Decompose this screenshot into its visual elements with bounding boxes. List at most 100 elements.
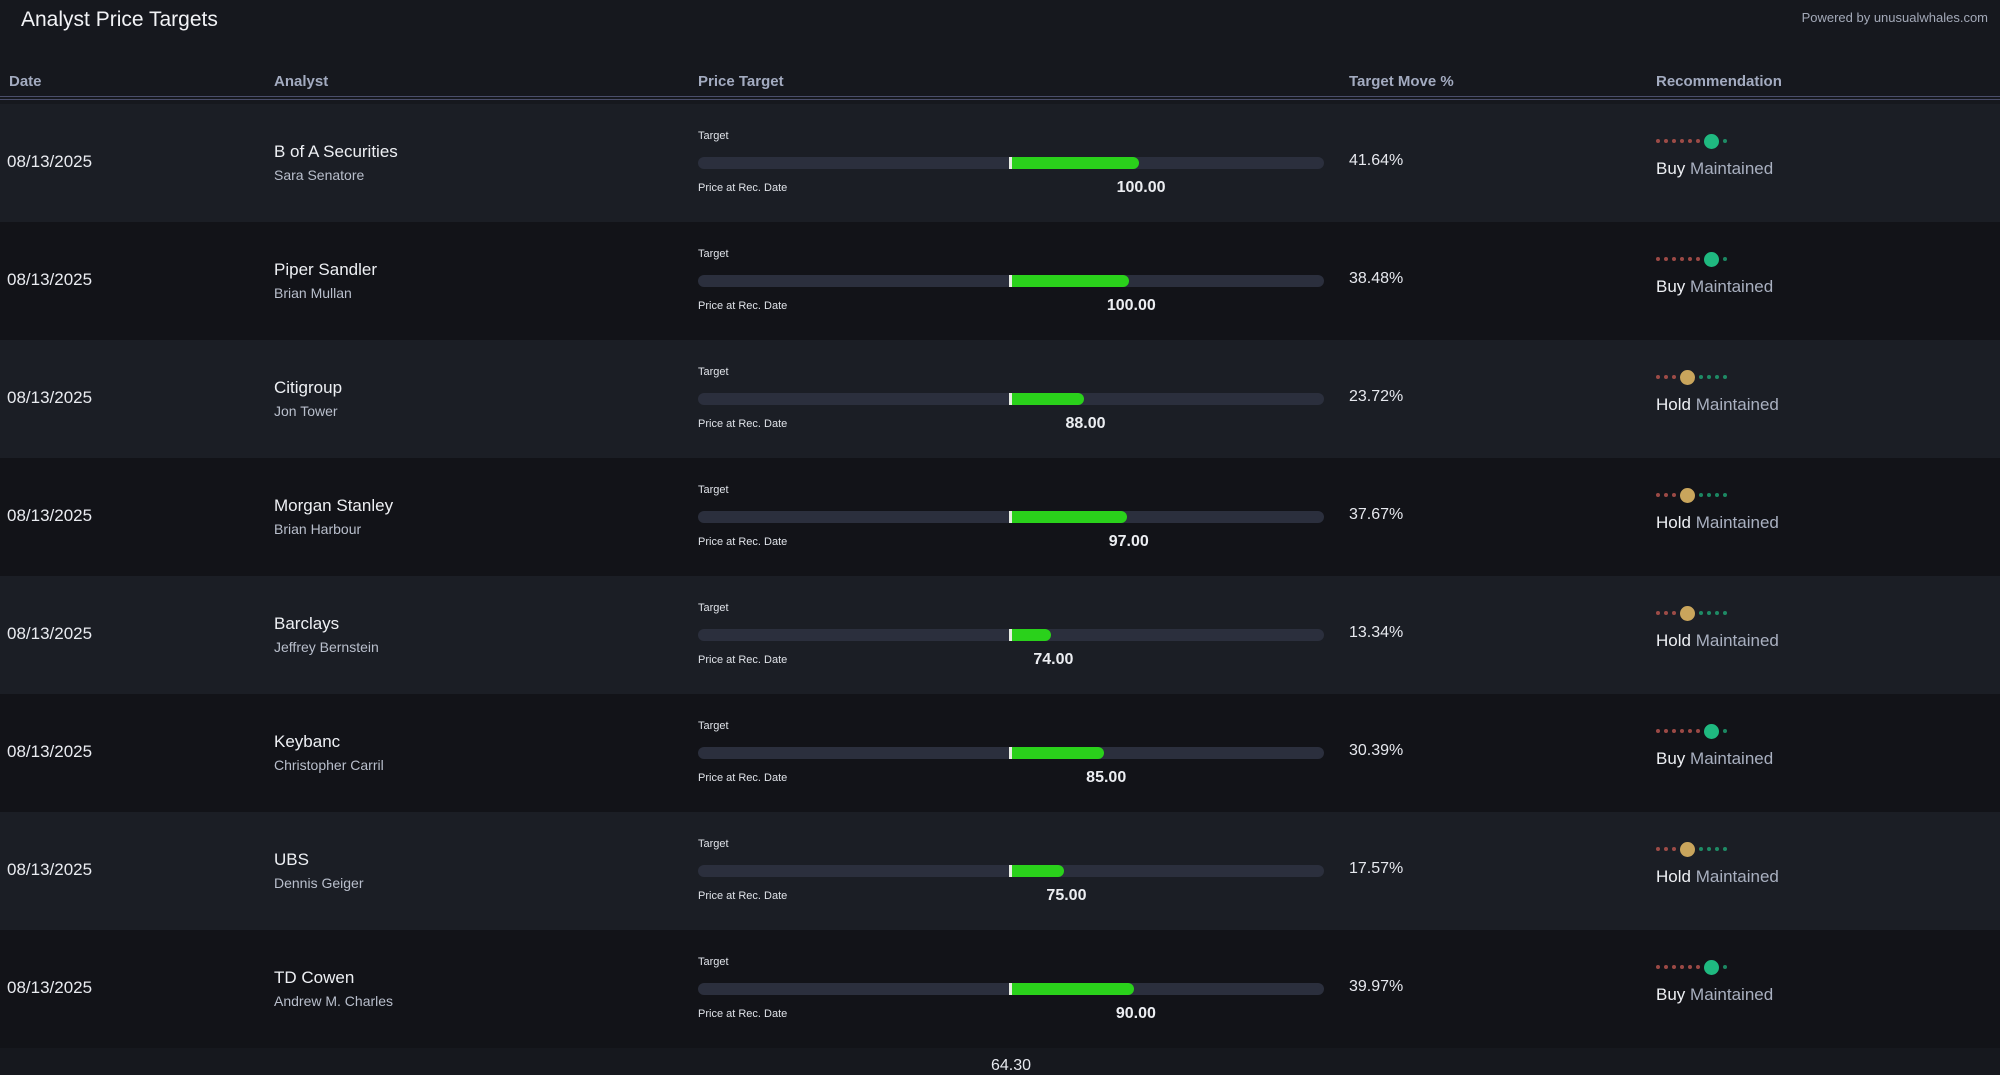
target-label: Target: [698, 602, 729, 614]
price-target-bar: 85.00 65.19: [698, 747, 1324, 838]
table-row[interactable]: 08/13/2025 Barclays Jeffrey Bernstein Ta…: [0, 576, 2000, 720]
table-row[interactable]: 08/13/2025 Piper Sandler Brian Mullan Ta…: [0, 222, 2000, 366]
target-move-percent: 41.64%: [1349, 152, 1404, 169]
analyst-firm: UBS: [274, 850, 309, 869]
table-row[interactable]: 08/13/2025 UBS Dennis Geiger Target 75.0…: [0, 812, 2000, 956]
rating-scale-dot: [1672, 965, 1676, 969]
analyst-name: Dennis Geiger: [274, 875, 364, 891]
table-row[interactable]: 08/13/2025 B of A Securities Sara Senato…: [0, 104, 2000, 248]
price-at-rec-label: Price at Rec. Date: [698, 536, 788, 548]
price-target-bar: 88.00 71.13: [698, 393, 1324, 484]
row-date: 08/13/2025: [7, 270, 93, 289]
column-header-target-move[interactable]: Target Move %: [1349, 73, 1454, 90]
target-move-percent: 38.48%: [1349, 270, 1404, 287]
rating-scale-dot: [1723, 375, 1727, 379]
price-target-bar: 74.00 65.29: [698, 629, 1324, 720]
powered-by-link[interactable]: Powered by unusualwhales.com: [1801, 10, 1988, 25]
rating-scale-dot: [1664, 375, 1668, 379]
recommendation: Hold Maintained: [1656, 513, 1779, 533]
analyst-name: Sara Senatore: [274, 167, 365, 183]
rating-position-marker: [1704, 133, 1719, 149]
rating-scale-dot: [1672, 847, 1676, 851]
price-at-rec-label: Price at Rec. Date: [698, 300, 788, 312]
table-header: Date Analyst Price Target Target Move % …: [0, 60, 2000, 100]
table-row[interactable]: 08/13/2025 TD Cowen Andrew M. Charles Ta…: [0, 930, 2000, 1074]
recommendation: Hold Maintained: [1656, 867, 1779, 887]
price-at-rec-label: Price at Rec. Date: [698, 772, 788, 784]
rating-action: Hold: [1656, 395, 1691, 414]
target-move-percent: 23.72%: [1349, 388, 1404, 405]
rating-scale-dot: [1680, 965, 1684, 969]
rating-scale-dot: [1664, 611, 1668, 615]
rating-scale-dot: [1696, 965, 1700, 969]
price-target-bar: 97.00 70.46: [698, 511, 1324, 602]
rating-status: Maintained: [1695, 395, 1779, 414]
target-label: Target: [698, 130, 729, 142]
rating-scale-dot: [1699, 847, 1703, 851]
row-date: 08/13/2025: [7, 152, 93, 171]
table-body: 08/13/2025 B of A Securities Sara Senato…: [0, 104, 2000, 1074]
rating-scale-dot: [1688, 139, 1692, 143]
row-date: 08/13/2025: [7, 978, 93, 997]
current-price-marker: [1009, 393, 1012, 405]
target-move-percent: 39.97%: [1349, 978, 1404, 995]
column-header-recommendation[interactable]: Recommendation: [1656, 73, 1782, 90]
column-header-date[interactable]: Date: [9, 73, 42, 90]
table-row[interactable]: 08/13/2025 Keybanc Christopher Carril Ta…: [0, 694, 2000, 838]
price-target-bar: 90.00 64.30: [698, 983, 1324, 1074]
price-at-rec-label: Price at Rec. Date: [698, 1008, 788, 1020]
rating-position-marker: [1680, 841, 1695, 857]
target-label: Target: [698, 248, 729, 260]
target-price-value: 88.00: [1065, 415, 1106, 432]
rating-scale-dot: [1707, 847, 1711, 851]
rating-scale-dot: [1723, 493, 1727, 497]
rating-action: Buy: [1656, 985, 1686, 1004]
rating-scale-indicator: [1656, 131, 1727, 151]
price-target-bar: 100.00 70.60: [698, 157, 1324, 248]
column-header-analyst[interactable]: Analyst: [274, 73, 329, 90]
column-header-price-target[interactable]: Price Target: [698, 73, 784, 90]
target-move-fill: [1010, 629, 1052, 641]
price-at-rec-label: Price at Rec. Date: [698, 418, 788, 430]
price-target-bar: 75.00 63.79: [698, 865, 1324, 956]
rating-scale-indicator: [1656, 839, 1727, 859]
rating-position-marker: [1680, 487, 1695, 503]
rating-scale-dot: [1688, 257, 1692, 261]
target-move-fill: [1010, 983, 1134, 995]
rating-scale-dot: [1672, 611, 1676, 615]
current-price-marker: [1009, 747, 1012, 759]
target-move-fill: [1010, 393, 1084, 405]
target-move-fill: [1010, 511, 1127, 523]
target-move-fill: [1010, 157, 1140, 169]
rating-scale-dot: [1664, 729, 1668, 733]
rating-position-marker: [1680, 605, 1695, 621]
rating-scale-dot: [1672, 257, 1676, 261]
recommendation: Hold Maintained: [1656, 395, 1779, 415]
price-target-bar: 100.00 72.21: [698, 275, 1324, 366]
row-date: 08/13/2025: [7, 388, 93, 407]
analyst-firm: Barclays: [274, 614, 340, 633]
rating-scale-dot: [1656, 139, 1660, 143]
rating-scale-dot: [1664, 139, 1668, 143]
rating-scale-dot: [1723, 139, 1727, 143]
rating-action: Hold: [1656, 513, 1691, 532]
analyst-name: Christopher Carril: [274, 757, 384, 773]
rating-action: Hold: [1656, 631, 1691, 650]
target-label: Target: [698, 366, 729, 378]
rating-scale-dot: [1715, 375, 1719, 379]
current-price-marker: [1009, 157, 1012, 169]
rating-scale-dot: [1656, 847, 1660, 851]
rating-scale-dot: [1715, 493, 1719, 497]
rating-scale-dot: [1680, 257, 1684, 261]
page-title: Analyst Price Targets: [21, 8, 218, 31]
rating-scale-dot: [1680, 729, 1684, 733]
rating-scale-dot: [1656, 729, 1660, 733]
current-price-marker: [1009, 629, 1012, 641]
target-move-percent: 37.67%: [1349, 506, 1404, 523]
rating-scale-dot: [1672, 375, 1676, 379]
rating-status: Maintained: [1695, 867, 1779, 886]
target-move-fill: [1010, 275, 1130, 287]
table-row[interactable]: 08/13/2025 Morgan Stanley Brian Harbour …: [0, 458, 2000, 602]
table-row[interactable]: 08/13/2025 Citigroup Jon Tower Target 88…: [0, 340, 2000, 484]
rating-action: Buy: [1656, 277, 1686, 296]
